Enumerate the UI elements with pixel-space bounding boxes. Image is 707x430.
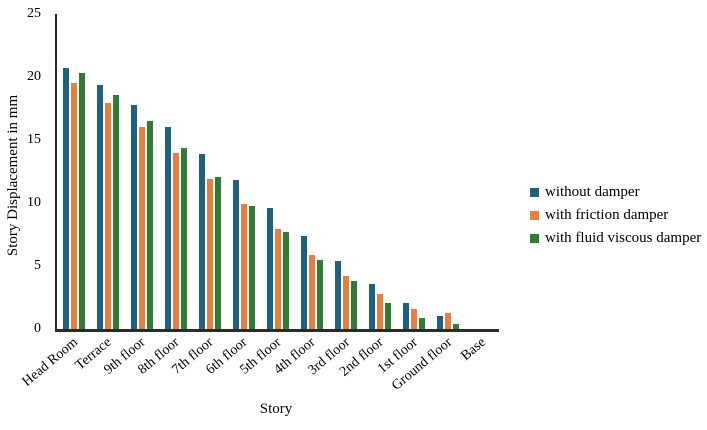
bar [165,127,171,329]
bar-group [465,14,499,329]
bar [71,83,77,329]
y-tick-label: 20 [27,69,41,84]
bar [113,95,119,329]
legend-label: with friction damper [545,207,669,223]
bar-group [261,14,295,329]
bar [403,303,409,329]
bar [173,153,179,329]
bar [241,204,247,329]
legend-item: without damper [530,184,701,200]
bar [309,255,315,329]
bar [445,313,451,329]
bar [377,294,383,329]
bar [419,318,425,329]
bar-group [57,14,91,329]
bar [79,73,85,329]
bar [369,284,375,329]
bar-group [431,14,465,329]
bar-group [363,14,397,329]
y-tick-label: 0 [34,321,41,336]
y-axis-ticks: 0 5 10 15 20 25 [0,7,50,336]
bar [131,105,137,329]
bar [233,180,239,329]
bar [301,236,307,329]
bar-group [295,14,329,329]
bar [343,276,349,329]
legend-item: with friction damper [530,207,701,223]
legend: without damper with friction damper with f… [530,184,701,246]
x-tick-label: Base [458,335,489,364]
legend-label: without damper [545,184,640,200]
legend-color-swatch [530,233,539,243]
x-tick-label: Head Room [19,335,81,390]
bar [317,260,323,329]
bar-group [227,14,261,329]
bar-group [159,14,193,329]
bar-group [91,14,125,329]
y-tick-label: 5 [34,258,41,273]
x-axis-title: Story [259,401,293,417]
bar [63,68,69,329]
bar [147,121,153,329]
x-axis-labels: Head Room Terrace 9th floor 8th floor 7th fl… [19,334,497,396]
bar-group [397,14,431,329]
bar [97,85,103,329]
bar-group [329,14,363,329]
bar-group [193,14,227,329]
bar [335,261,341,329]
bar [207,179,213,329]
bar [199,154,205,329]
legend-label: with fluid viscous damper [545,230,702,246]
bar [105,103,111,329]
y-tick-label: 10 [27,195,41,210]
legend-item: with fluid viscous damper [530,230,701,246]
plot-area [55,14,499,332]
bar [411,309,417,329]
bar [215,177,221,329]
legend-color-swatch [530,210,539,220]
bar [181,148,187,329]
bar [249,206,255,329]
bar [283,232,289,329]
y-tick-label: 25 [27,6,41,21]
bar [385,303,391,329]
y-tick-label: 15 [27,132,41,147]
legend-color-swatch [530,187,539,197]
bar [351,281,357,329]
bar [275,229,281,329]
bar [453,324,459,329]
bar [437,316,443,329]
bar [139,127,145,329]
bar-group [125,14,159,329]
bar [267,208,273,329]
